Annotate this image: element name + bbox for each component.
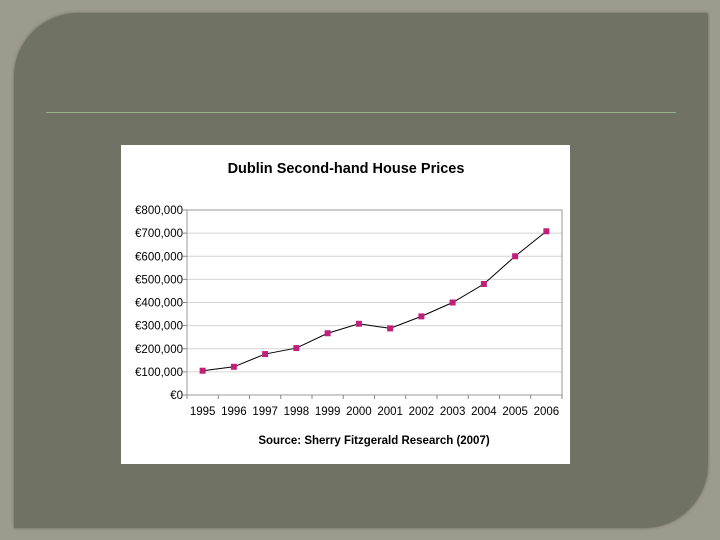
x-tick-label: 1996 <box>221 406 247 418</box>
x-tick-label: 2003 <box>440 406 466 418</box>
y-tick-label: €700,000 <box>135 228 183 240</box>
y-axis-tick-labels: €0 €100,000 €200,000 €300,000 €400,000 €500,0… <box>135 205 183 402</box>
x-tick-label: 2004 <box>471 406 497 418</box>
y-tick-label: €200,000 <box>135 344 183 356</box>
gridlines <box>187 209 562 373</box>
data-point <box>230 363 237 370</box>
y-tick-label: €400,000 <box>135 298 183 310</box>
data-point <box>480 281 487 287</box>
series-price <box>199 228 550 374</box>
data-point <box>355 320 362 327</box>
x-tick-label: 1995 <box>190 406 216 418</box>
data-point <box>262 351 269 358</box>
x-tick-label: 2000 <box>346 406 372 418</box>
y-tick-label: €600,000 <box>135 251 183 263</box>
x-tick-label: 1997 <box>252 406 278 418</box>
x-tick-label: 1999 <box>315 406 341 418</box>
y-tick-label: €300,000 <box>135 321 183 333</box>
x-tick-label: 2005 <box>502 406 528 418</box>
data-point <box>512 253 519 260</box>
data-point <box>449 299 456 306</box>
x-axis-tick-labels: 1995 1996 1997 1998 1999 2000 2001 2002 2003 2004… <box>190 406 559 418</box>
data-point <box>418 313 425 320</box>
y-tick-label: €800,000 <box>135 205 183 217</box>
series-line <box>202 230 547 372</box>
y-tick-label: €500,000 <box>135 274 183 286</box>
x-tick-label: 2006 <box>534 406 560 418</box>
axes <box>183 209 563 399</box>
data-point <box>199 367 206 374</box>
data-point <box>324 330 331 337</box>
data-point <box>387 325 394 332</box>
x-tick-label: 2002 <box>409 406 435 418</box>
y-tick-label: €100,000 <box>135 367 183 379</box>
source-note: Source: Sherry Fitzgerald Research (2007… <box>258 435 490 447</box>
data-point <box>543 228 550 235</box>
chart-panel: Dublin Second-hand House Prices €0 €100,0… <box>121 145 570 464</box>
data-point <box>293 345 300 352</box>
slide-divider <box>46 112 676 113</box>
x-tick-label: 2001 <box>377 406 403 418</box>
x-tick-label: 1998 <box>284 406 310 418</box>
y-tick-label: €0 <box>170 390 183 402</box>
line-chart: Dublin Second-hand House Prices €0 €100,0… <box>135 161 563 447</box>
chart-title: Dublin Second-hand House Prices <box>228 161 465 177</box>
